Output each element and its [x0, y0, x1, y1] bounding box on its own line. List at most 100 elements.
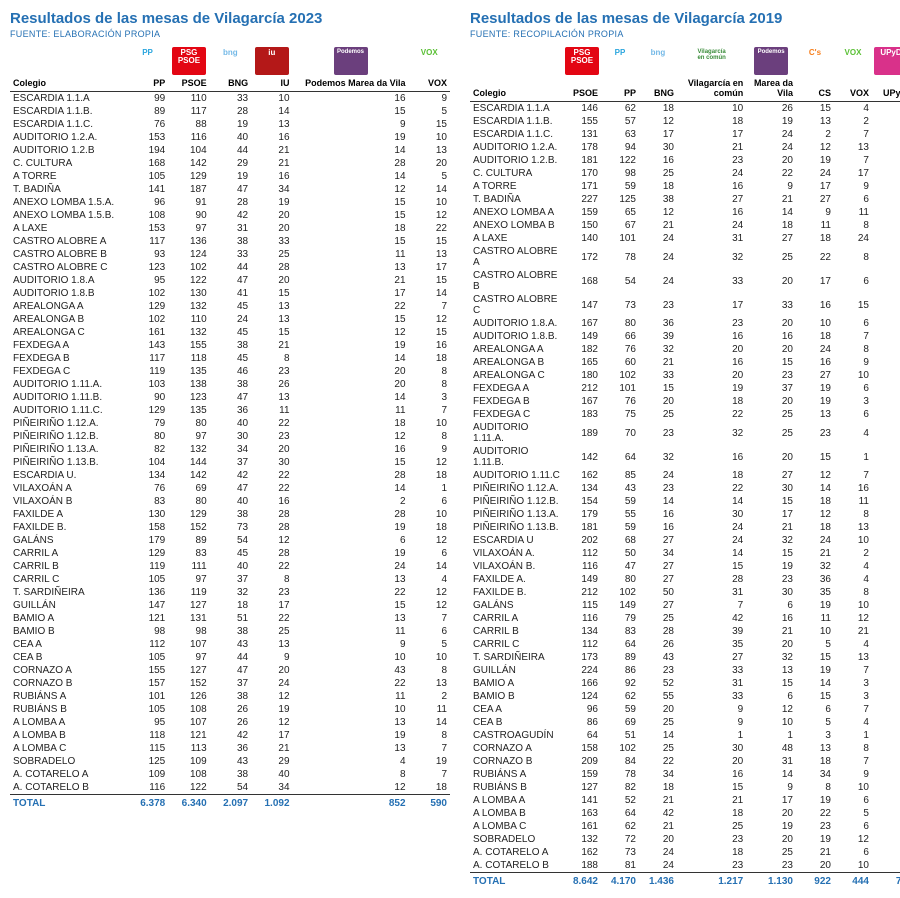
- row-value: 9: [409, 443, 450, 456]
- row-value: 134: [563, 482, 601, 495]
- row-value: 1: [872, 167, 900, 180]
- table-row: CASTROAGUDÍN64511411313: [470, 729, 900, 742]
- row-value: 161: [127, 326, 168, 339]
- row-value: 119: [168, 586, 209, 599]
- row-value: 105: [127, 651, 168, 664]
- row-value: 23: [746, 859, 796, 873]
- row-value: 98: [601, 167, 639, 180]
- table-row: ANEXO LOMBA 1.5.A.969128191510: [10, 196, 450, 209]
- row-value: 19: [293, 339, 409, 352]
- row-value: 11: [834, 495, 872, 508]
- row-value: 212: [563, 382, 601, 395]
- row-value: 16: [796, 293, 834, 317]
- row-value: 1: [872, 219, 900, 232]
- row-value: 1: [872, 859, 900, 873]
- row-value: 8: [834, 742, 872, 755]
- row-value: 15: [409, 274, 450, 287]
- row-value: 152: [168, 521, 209, 534]
- row-label: A LOMBA B: [10, 729, 127, 742]
- row-value: 83: [168, 547, 209, 560]
- row-value: 15: [251, 287, 292, 300]
- row-value: 37: [210, 573, 251, 586]
- row-value: 10: [409, 131, 450, 144]
- row-value: 83: [601, 625, 639, 638]
- row-value: 25: [746, 408, 796, 421]
- row-value: 21: [834, 625, 872, 638]
- row-value: 227: [563, 193, 601, 206]
- row-value: 212: [563, 586, 601, 599]
- row-value: 180: [563, 369, 601, 382]
- row-value: 51: [601, 729, 639, 742]
- row-value: 4: [409, 573, 450, 586]
- table-row: RUBIÁNS B12782181598101: [470, 781, 900, 794]
- row-value: 14: [677, 495, 746, 508]
- total-value: 1.217: [677, 873, 746, 889]
- row-value: 158: [563, 742, 601, 755]
- row-value: 141: [127, 183, 168, 196]
- row-value: 19: [746, 820, 796, 833]
- row-value: 30: [210, 430, 251, 443]
- row-value: 24: [834, 232, 872, 245]
- table-row: C. CULTURA1709825242224171: [470, 167, 900, 180]
- row-value: 19: [251, 703, 292, 716]
- row-value: 141: [563, 794, 601, 807]
- row-value: 22: [409, 222, 450, 235]
- row-value: 26: [639, 638, 677, 651]
- row-value: 2: [872, 154, 900, 167]
- row-value: 102: [601, 369, 639, 382]
- row-value: 38: [210, 378, 251, 391]
- row-value: 31: [677, 232, 746, 245]
- row-label: FAXILDE B.: [470, 586, 563, 599]
- row-label: CORNAZO B: [470, 755, 563, 768]
- row-value: 19: [293, 729, 409, 742]
- row-value: 6: [746, 690, 796, 703]
- table-row: BAMIO B98983825116: [10, 625, 450, 638]
- row-value: 13: [409, 677, 450, 690]
- row-value: 38: [210, 339, 251, 352]
- row-value: 9: [796, 206, 834, 219]
- row-value: 8: [409, 664, 450, 677]
- row-value: 1: [872, 820, 900, 833]
- table-row: FEXDEGA A2121011519371962: [470, 382, 900, 395]
- total-row: TOTAL8.6424.1701.4361.2171.13092244472: [470, 873, 900, 889]
- row-value: 25: [639, 742, 677, 755]
- row-value: 25: [746, 245, 796, 269]
- row-value: 98: [168, 625, 209, 638]
- row-value: 140: [563, 232, 601, 245]
- row-value: 14: [409, 560, 450, 573]
- table-row: T. SARDIÑEIRA1738943273215131: [470, 651, 900, 664]
- row-value: 168: [563, 269, 601, 293]
- row-value: 22: [746, 167, 796, 180]
- row-value: 8: [409, 729, 450, 742]
- table-row: FEXDEGA C183752522251361: [470, 408, 900, 421]
- row-value: 6: [834, 408, 872, 421]
- row-value: 0: [872, 573, 900, 586]
- row-label: RUBIÁNS A: [470, 768, 563, 781]
- row-value: 27: [639, 573, 677, 586]
- row-label: CASTRO ALOBRE B: [10, 248, 127, 261]
- row-label: ANEXO LOMBA 1.5.B.: [10, 209, 127, 222]
- row-value: 7: [409, 300, 450, 313]
- row-label: A. COTARELO B: [470, 859, 563, 873]
- row-value: 47: [210, 183, 251, 196]
- row-value: 72: [601, 833, 639, 846]
- row-value: 4: [834, 716, 872, 729]
- row-value: 102: [601, 742, 639, 755]
- row-value: 0: [872, 612, 900, 625]
- row-label: GUILLÁN: [470, 664, 563, 677]
- row-value: 0: [872, 794, 900, 807]
- row-value: 8: [834, 508, 872, 521]
- row-label: AUDITORIO 1.11.A.: [10, 378, 127, 391]
- row-label: RUBIÁNS B: [470, 781, 563, 794]
- row-value: 24: [677, 534, 746, 547]
- table-row: FAXILDE B.15815273281918: [10, 521, 450, 534]
- row-value: 16: [293, 92, 409, 106]
- row-value: 104: [168, 144, 209, 157]
- row-value: 54: [601, 269, 639, 293]
- row-value: 32: [639, 445, 677, 469]
- row-value: 142: [168, 469, 209, 482]
- row-label: PIÑEIRIÑO 1.13.B.: [470, 521, 563, 534]
- table-row: CEA A112107431395: [10, 638, 450, 651]
- row-value: 10: [409, 417, 450, 430]
- row-value: 36: [796, 573, 834, 586]
